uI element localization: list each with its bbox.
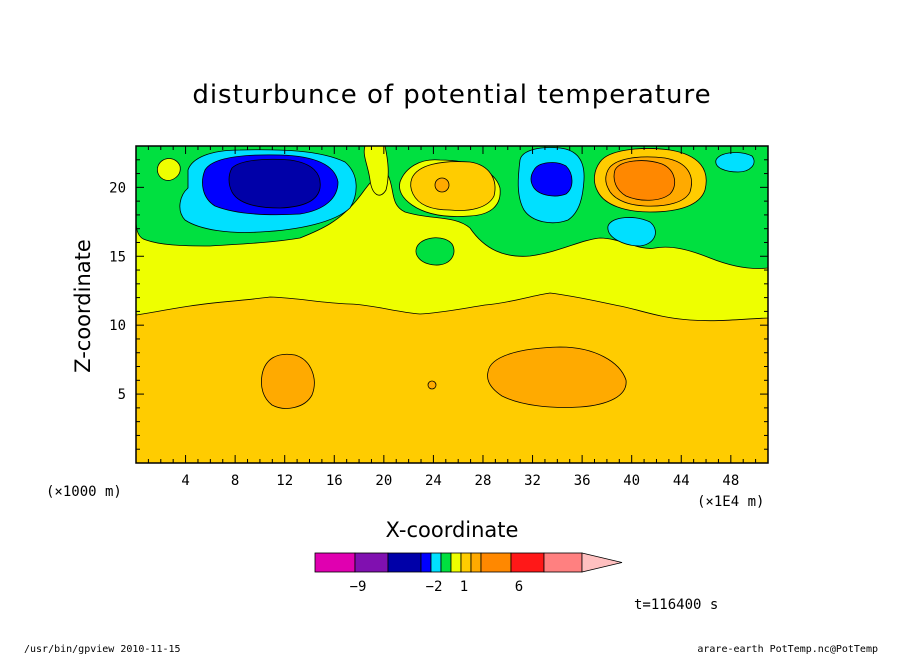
y-axis-title: Z-coordinate <box>71 239 95 373</box>
colorbar-bin <box>354 552 389 573</box>
x-tick-label: 48 <box>722 473 739 489</box>
region-orange-intrusion <box>410 161 496 211</box>
x-axis-ticks: 4 8 12 16 20 24 28 32 36 40 44 48 <box>147 146 757 489</box>
colorbar-bin <box>450 552 462 573</box>
colorbar-bin <box>543 552 583 573</box>
region-warm-core <box>613 160 676 201</box>
region-darkblue-left <box>228 158 321 209</box>
colorbar-bin <box>440 552 452 573</box>
x-tick-label: 8 <box>231 473 239 489</box>
colorbar-bin <box>480 552 512 573</box>
colorbar-tick-label: −9 <box>350 579 367 595</box>
plot-frame <box>135 145 769 464</box>
x-tick-label: 24 <box>425 473 442 489</box>
x-unit-right: (×1E4 m) <box>697 494 764 510</box>
colorbar-labels: −9 −2 1 6 <box>350 579 524 595</box>
x-tick-label: 40 <box>623 473 640 489</box>
x-tick-label: 32 <box>524 473 541 489</box>
region-yellow-stem <box>363 146 389 196</box>
y-tick-label: 10 <box>109 318 126 334</box>
chart-title: disturbunce of potential temperature <box>192 80 711 110</box>
region-warm-blob-right <box>487 346 627 408</box>
x-tick-label: 44 <box>673 473 690 489</box>
y-tick-label: 20 <box>109 180 126 196</box>
x-tick-label: 12 <box>276 473 293 489</box>
colorbar-bin <box>581 552 623 573</box>
x-unit-left: (×1000 m) <box>46 484 122 500</box>
colorbar-bin <box>430 552 442 573</box>
colorbar-tick-label: 6 <box>515 579 523 595</box>
colorbar <box>314 552 623 573</box>
region-cyan-right-low <box>607 217 656 247</box>
colorbar-bin <box>420 552 432 573</box>
x-tick-label: 36 <box>574 473 591 489</box>
region-cyan-right-top <box>715 152 755 173</box>
x-tick-label: 20 <box>375 473 392 489</box>
colorbar-bin <box>460 552 472 573</box>
y-tick-label: 5 <box>118 387 126 403</box>
contour-field <box>136 146 768 463</box>
region-green-island <box>415 237 455 266</box>
region-warm-dot <box>427 380 437 390</box>
x-axis-title: X-coordinate <box>386 518 519 542</box>
colorbar-bin <box>387 552 422 573</box>
footer-right: arare-earth_PotTemp.nc@PotTemp <box>697 644 878 654</box>
region-blue-mid <box>530 162 573 197</box>
x-tick-label: 28 <box>475 473 492 489</box>
region-warm-blob-left <box>261 353 315 409</box>
footer-left: /usr/bin/gpview 2010-11-15 <box>24 644 181 654</box>
colorbar-bin <box>510 552 545 573</box>
colorbar-tick-label: −2 <box>426 579 443 595</box>
region-orange-dot <box>434 177 450 193</box>
time-label: t=116400 s <box>634 597 718 613</box>
y-tick-label: 15 <box>109 249 126 265</box>
x-tick-label: 4 <box>181 473 189 489</box>
x-tick-label: 16 <box>326 473 343 489</box>
y-axis-ticks: 5 10 15 20 <box>109 159 768 450</box>
colorbar-bin <box>470 552 482 573</box>
colorbar-tick-label: 1 <box>460 579 468 595</box>
colorbar-bin <box>314 552 356 573</box>
region-yellow-small <box>157 158 181 181</box>
